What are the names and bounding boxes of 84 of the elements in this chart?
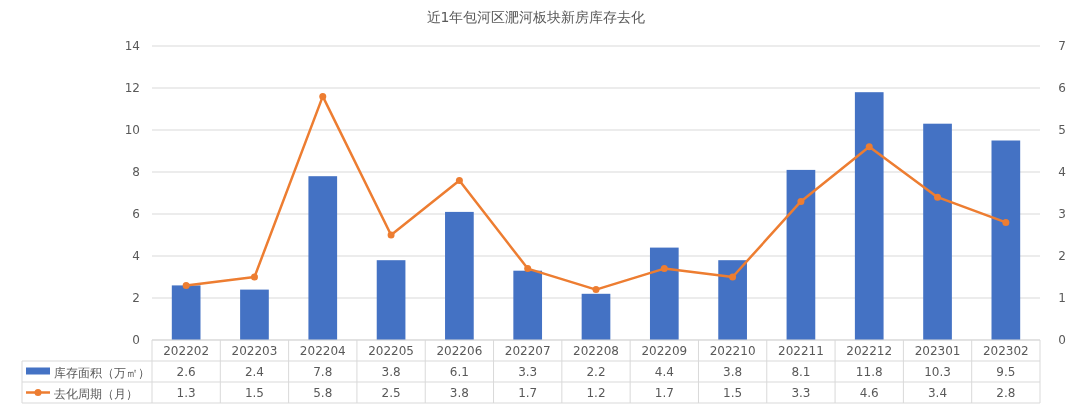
y2-tick-label: 5 xyxy=(1058,123,1066,137)
point xyxy=(387,231,395,239)
data-label: 1.7 xyxy=(518,386,538,400)
y2-tick-label: 3 xyxy=(1058,207,1066,221)
data-label: 6.1 xyxy=(449,365,469,379)
x-tick-label: 202209 xyxy=(641,344,688,358)
bar xyxy=(513,270,543,340)
x-tick-label: 202204 xyxy=(299,344,346,358)
data-label: 1.3 xyxy=(176,386,196,400)
y2-tick-label: 1 xyxy=(1058,291,1066,305)
data-label: 3.3 xyxy=(791,386,811,400)
data-label: 2.2 xyxy=(586,365,606,379)
data-label: 7.8 xyxy=(313,365,333,379)
data-label: 8.1 xyxy=(791,365,811,379)
x-tick-label: 202202 xyxy=(163,344,210,358)
bar xyxy=(240,289,269,340)
data-label: 1.2 xyxy=(586,386,606,400)
bar xyxy=(171,285,201,340)
bar xyxy=(649,247,679,340)
x-tick-label: 202302 xyxy=(982,344,1029,358)
data-label: 11.8 xyxy=(855,365,883,379)
data-label: 1.5 xyxy=(723,386,743,400)
bar xyxy=(308,176,338,340)
bar xyxy=(991,140,1021,340)
data-label: 9.5 xyxy=(996,365,1016,379)
data-label: 3.8 xyxy=(449,386,469,400)
y-tick-label: 10 xyxy=(124,123,140,137)
y-tick-label: 2 xyxy=(132,291,140,305)
data-label: 2.5 xyxy=(381,386,401,400)
x-tick-label: 202301 xyxy=(914,344,961,358)
data-label: 5.8 xyxy=(313,386,333,400)
data-label: 1.5 xyxy=(244,386,265,400)
x-tick-label: 202211 xyxy=(778,344,824,358)
y2-tick-label: 7 xyxy=(1058,39,1066,53)
data-label: 4.4 xyxy=(654,365,674,379)
bar xyxy=(445,211,474,340)
data-label: 3.8 xyxy=(381,365,401,379)
point xyxy=(660,265,668,273)
x-tick-label: 202208 xyxy=(573,344,619,358)
point xyxy=(729,273,737,281)
legend-label: 库存面积（万㎡） xyxy=(54,365,150,380)
data-label: 3.8 xyxy=(723,365,743,379)
x-tick-label: 202205 xyxy=(368,344,414,358)
x-tick-label: 202212 xyxy=(846,344,893,358)
data-label: 2.6 xyxy=(176,365,196,379)
bar xyxy=(376,260,406,340)
x-tick-label: 202206 xyxy=(436,344,483,358)
point xyxy=(1002,218,1010,226)
y-tick-label: 12 xyxy=(124,81,140,95)
bar xyxy=(718,260,747,340)
bar xyxy=(581,293,611,340)
data-label: 2.8 xyxy=(996,386,1016,400)
data-label: 1.7 xyxy=(654,386,674,400)
data-label: 4.6 xyxy=(859,386,879,400)
y-tick-label: 8 xyxy=(132,165,140,179)
chart-title: 近1年包河区淝河板块新房库存去化 xyxy=(426,9,646,25)
x-tick-label: 202210 xyxy=(709,344,756,358)
y-tick-label: 0 xyxy=(132,333,140,347)
point xyxy=(524,265,532,273)
point xyxy=(250,273,258,281)
data-label: 2.4 xyxy=(244,365,265,379)
point xyxy=(865,143,873,151)
point xyxy=(319,92,327,100)
point xyxy=(934,193,942,201)
data-label: 3.3 xyxy=(518,365,538,379)
bar xyxy=(854,92,884,340)
x-tick-label: 202203 xyxy=(231,344,278,358)
bar xyxy=(923,123,952,340)
y-tick-label: 4 xyxy=(132,249,140,263)
y2-tick-label: 4 xyxy=(1058,165,1066,179)
point xyxy=(797,197,805,205)
y-tick-label: 6 xyxy=(132,207,140,221)
point xyxy=(182,281,190,289)
data-label: 3.4 xyxy=(927,386,948,400)
y2-tick-label: 6 xyxy=(1058,81,1066,95)
x-tick-label: 202207 xyxy=(504,344,551,358)
data-label: 10.3 xyxy=(924,365,951,379)
point xyxy=(455,176,463,184)
y2-tick-label: 0 xyxy=(1058,333,1066,347)
legend-label: 去化周期（月） xyxy=(54,386,138,401)
point xyxy=(592,286,600,294)
y2-tick-label: 2 xyxy=(1058,249,1066,263)
y-tick-label: 14 xyxy=(124,39,140,53)
bar xyxy=(786,169,816,340)
